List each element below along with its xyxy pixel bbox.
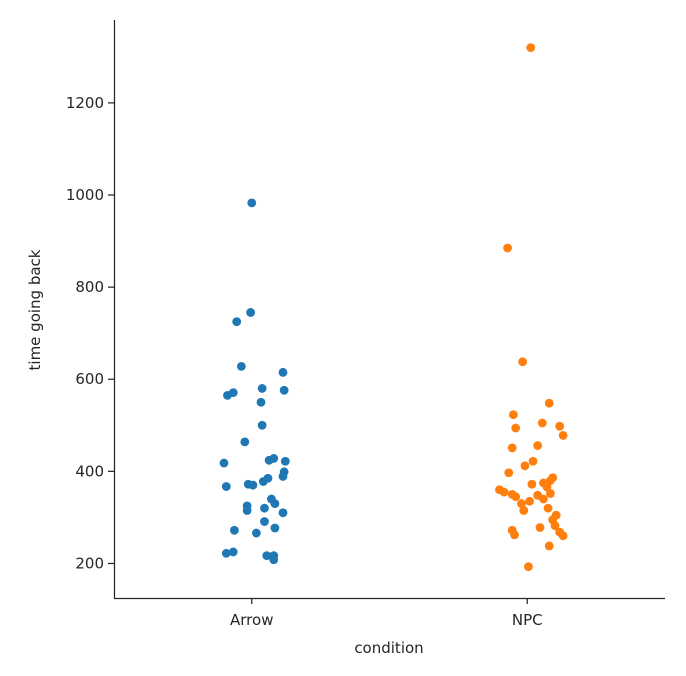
- y-axis-ticks: 200 400 600 800 1000 1200: [66, 94, 114, 572]
- data-point-arrow: [223, 390, 232, 400]
- data-point-arrow: [280, 456, 290, 466]
- data-point-arrow: [257, 420, 267, 430]
- data-point-arrow: [270, 523, 280, 533]
- data-point-npc: [510, 530, 519, 540]
- data-point-npc: [543, 503, 553, 513]
- data-point-arrow: [251, 528, 261, 538]
- data-point-arrow: [236, 361, 246, 371]
- x-axis-ticks: Arrow NPC: [230, 598, 543, 629]
- data-point-npc: [539, 494, 548, 504]
- data-point-arrow: [221, 548, 231, 558]
- data-point-arrow: [262, 551, 272, 561]
- data-points: [219, 43, 568, 572]
- y-tick-label: 200: [75, 554, 104, 572]
- data-point-arrow: [228, 547, 238, 557]
- data-point-arrow: [242, 506, 252, 515]
- data-point-arrow: [278, 472, 288, 481]
- data-point-npc: [545, 489, 555, 498]
- data-point-arrow: [257, 384, 267, 393]
- data-point-npc: [508, 410, 518, 420]
- data-point-npc: [544, 398, 554, 408]
- data-point-npc: [511, 423, 521, 433]
- data-point-npc: [535, 523, 545, 532]
- y-tick-label: 600: [75, 370, 104, 388]
- data-point-npc: [499, 487, 509, 497]
- x-tick-label-npc: NPC: [512, 611, 543, 629]
- data-point-npc: [526, 43, 536, 53]
- data-point-arrow: [279, 385, 289, 395]
- data-point-npc: [511, 492, 521, 502]
- data-point-npc: [550, 521, 560, 531]
- data-point-arrow: [232, 317, 242, 327]
- data-point-arrow: [264, 455, 274, 465]
- data-point-arrow: [248, 480, 258, 490]
- data-point-npc: [558, 531, 568, 541]
- data-point-npc: [527, 479, 537, 489]
- data-point-arrow: [260, 503, 269, 513]
- data-point-npc: [520, 461, 530, 471]
- data-point-arrow: [247, 198, 257, 208]
- data-point-npc: [525, 496, 534, 506]
- data-point-npc: [507, 443, 517, 453]
- x-axis-title: condition: [354, 639, 423, 657]
- data-point-npc: [519, 506, 529, 515]
- data-point-npc: [542, 482, 552, 492]
- data-point-arrow: [260, 517, 269, 526]
- y-axis-title: time going back: [26, 249, 44, 370]
- data-point-npc: [544, 541, 554, 551]
- data-point-npc: [533, 441, 543, 450]
- data-point-npc: [545, 476, 555, 485]
- data-point-arrow: [221, 482, 231, 491]
- data-point-npc: [503, 243, 512, 253]
- data-point-arrow: [278, 508, 288, 518]
- y-tick-label: 1000: [66, 186, 104, 204]
- data-point-arrow: [246, 308, 255, 317]
- y-tick-label: 400: [75, 462, 104, 480]
- x-tick-label-arrow: Arrow: [230, 611, 273, 629]
- data-point-npc: [555, 421, 565, 431]
- data-point-arrow: [269, 555, 279, 565]
- data-point-arrow: [229, 525, 239, 535]
- data-point-npc: [524, 562, 533, 572]
- data-point-arrow: [256, 397, 266, 407]
- data-point-arrow: [258, 477, 268, 486]
- data-point-npc: [537, 418, 547, 428]
- data-point-arrow: [278, 367, 288, 377]
- y-tick-label: 800: [75, 278, 104, 296]
- data-point-arrow: [240, 437, 250, 447]
- data-point-arrow: [219, 458, 229, 468]
- y-tick-label: 1200: [66, 94, 104, 112]
- data-point-npc: [504, 468, 514, 478]
- data-point-arrow: [270, 499, 280, 508]
- data-point-npc: [517, 499, 526, 508]
- data-point-npc: [528, 456, 538, 466]
- data-point-npc: [558, 431, 568, 440]
- data-point-npc: [518, 357, 528, 367]
